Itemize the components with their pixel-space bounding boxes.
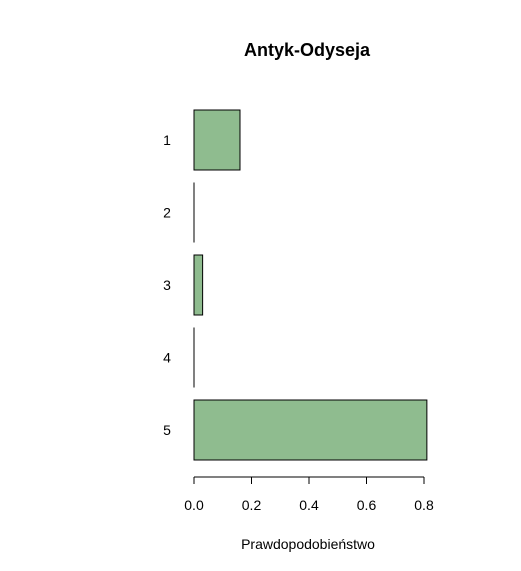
x-axis-label: Prawdopodobieństwo — [241, 536, 375, 552]
x-tick-label-0: 0.0 — [184, 497, 204, 513]
bar-5 — [193, 399, 428, 461]
bars-group — [193, 109, 428, 461]
chart-title: Antyk-Odyseja — [244, 40, 371, 60]
category-labels: 1 2 3 4 5 — [163, 132, 171, 438]
x-tick-label-3: 0.6 — [357, 497, 377, 513]
x-tick-label-2: 0.4 — [299, 497, 319, 513]
category-label-4: 4 — [163, 350, 171, 366]
x-axis: 0.0 0.2 0.4 0.6 0.8 — [184, 476, 434, 513]
category-label-2: 2 — [163, 205, 171, 221]
category-label-5: 5 — [163, 422, 171, 438]
x-tick-label-4: 0.8 — [414, 497, 434, 513]
x-tick-label-1: 0.2 — [242, 497, 262, 513]
bar-3 — [193, 254, 204, 316]
category-label-3: 3 — [163, 277, 171, 293]
category-label-1: 1 — [163, 132, 171, 148]
bar-1 — [193, 109, 241, 171]
